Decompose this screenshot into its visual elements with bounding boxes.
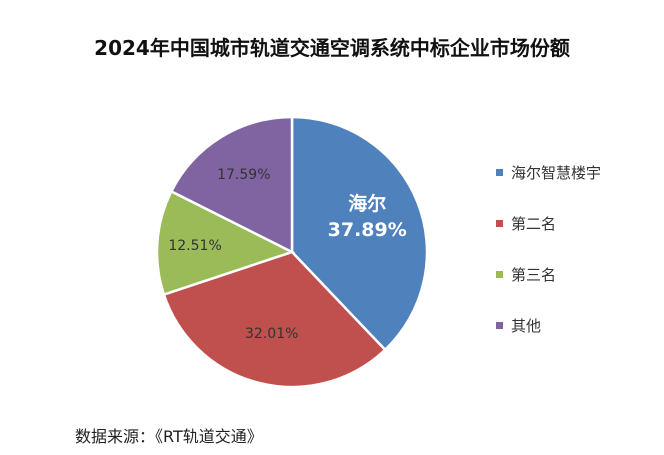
legend-item-other: 其他 [496,315,541,336]
chart-title: 2024年中国城市轨道交通空调系统中标企业市场份额 [94,36,570,60]
legend-label: 第二名 [511,215,557,233]
legend-swatch [496,220,503,227]
slice-highlight-label: 海尔 [348,192,386,215]
legend-item-haier: 海尔智慧楼宇 [496,162,601,183]
legend-swatch [496,169,503,176]
slice-data-label: 17.59% [217,167,270,183]
legend-label: 海尔智慧楼宇 [511,164,602,182]
pie-slice-third [155,189,296,297]
legend-label: 其他 [511,317,542,335]
pie-slice-haier [290,115,429,352]
legend-label: 第三名 [511,266,557,284]
pie-slice-second [162,250,387,389]
legend-swatch [496,322,503,329]
legend-item-second: 第二名 [496,213,556,234]
legend-item-third: 第三名 [496,264,556,285]
pie-slice-other [169,115,294,255]
slice-data-label: 32.01% [245,326,298,342]
legend-swatch [496,271,503,278]
source-note: 数据来源：《RT轨道交通》 [75,427,263,446]
slice-data-label: 37.89% [328,219,407,241]
slice-data-label: 12.51% [168,238,221,254]
